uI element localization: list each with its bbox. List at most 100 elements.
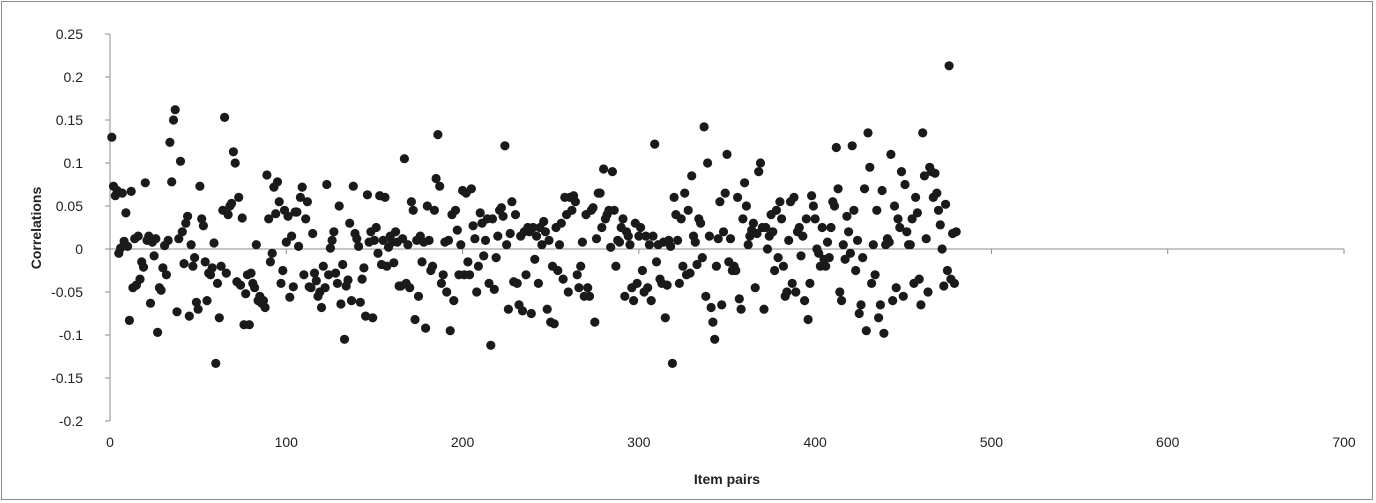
data-point bbox=[450, 205, 461, 215]
data-point bbox=[851, 265, 861, 276]
data-point bbox=[858, 253, 868, 263]
data-point bbox=[542, 304, 552, 314]
data-point bbox=[872, 205, 882, 215]
data-point bbox=[202, 296, 212, 306]
data-point bbox=[553, 265, 563, 276]
data-point bbox=[170, 105, 180, 115]
data-point bbox=[121, 208, 131, 218]
data-point bbox=[487, 214, 498, 224]
data-point bbox=[195, 181, 205, 191]
data-point bbox=[540, 227, 551, 237]
data-point bbox=[870, 270, 880, 280]
x-tick-label: 500 bbox=[980, 434, 1004, 450]
data-point bbox=[528, 222, 538, 233]
data-point bbox=[868, 240, 878, 250]
data-point bbox=[791, 287, 801, 297]
data-point bbox=[421, 323, 431, 333]
data-point bbox=[424, 235, 434, 245]
data-point bbox=[674, 278, 685, 288]
x-axis-label: Item pairs bbox=[694, 471, 760, 487]
data-point bbox=[479, 251, 489, 261]
data-point bbox=[777, 214, 787, 224]
data-point bbox=[609, 205, 619, 215]
data-point bbox=[840, 254, 850, 264]
data-point bbox=[220, 112, 230, 122]
y-axis-label: Correlations bbox=[28, 187, 44, 270]
data-point bbox=[422, 201, 432, 211]
data-point bbox=[251, 240, 261, 250]
data-point bbox=[505, 228, 515, 239]
x-tick-label: 100 bbox=[275, 434, 299, 450]
data-point bbox=[533, 278, 544, 288]
y-tick-label: -0.15 bbox=[51, 370, 83, 386]
y-tick-label: -0.2 bbox=[59, 413, 83, 429]
data-point bbox=[784, 235, 794, 245]
data-point bbox=[618, 214, 628, 224]
data-point bbox=[161, 270, 171, 280]
data-point bbox=[666, 241, 676, 251]
data-point bbox=[431, 173, 441, 184]
data-point bbox=[399, 154, 409, 164]
data-point bbox=[438, 270, 448, 280]
data-point bbox=[692, 259, 702, 270]
data-point bbox=[227, 198, 237, 208]
data-point bbox=[865, 162, 875, 172]
data-point bbox=[433, 130, 443, 140]
data-point bbox=[265, 257, 275, 267]
data-point bbox=[272, 177, 283, 187]
data-point bbox=[644, 240, 655, 250]
y-tick-label: 0 bbox=[75, 241, 83, 257]
data-point bbox=[701, 291, 711, 301]
data-point bbox=[771, 205, 782, 215]
data-point bbox=[212, 278, 223, 288]
data-point bbox=[306, 283, 316, 293]
data-point bbox=[637, 265, 648, 276]
data-point bbox=[722, 149, 732, 159]
data-point bbox=[754, 167, 764, 177]
data-point bbox=[773, 253, 783, 263]
data-point bbox=[156, 285, 166, 295]
data-point bbox=[902, 227, 912, 237]
x-axis-ticks: 0 100 200 300 400 500 600 700 bbox=[106, 249, 1356, 450]
data-point bbox=[588, 203, 598, 213]
x-tick-label: 200 bbox=[451, 434, 475, 450]
data-point bbox=[295, 192, 305, 202]
data-point bbox=[510, 210, 521, 220]
data-point bbox=[539, 216, 549, 227]
data-points bbox=[107, 61, 961, 368]
data-point bbox=[338, 259, 348, 270]
data-point bbox=[821, 261, 831, 271]
data-point bbox=[651, 257, 662, 267]
data-point bbox=[274, 197, 284, 207]
data-point bbox=[532, 231, 542, 241]
data-point bbox=[357, 274, 367, 284]
data-point bbox=[849, 205, 859, 215]
data-point bbox=[738, 214, 748, 224]
data-point bbox=[167, 177, 177, 187]
data-point bbox=[736, 304, 746, 314]
data-point bbox=[301, 214, 311, 224]
data-point bbox=[951, 227, 961, 237]
data-point bbox=[814, 248, 824, 258]
data-point bbox=[521, 270, 531, 280]
data-point bbox=[403, 240, 413, 250]
data-point bbox=[554, 240, 565, 250]
data-point bbox=[197, 214, 207, 224]
data-point bbox=[172, 307, 182, 317]
data-point bbox=[373, 248, 383, 258]
data-point bbox=[311, 276, 321, 286]
data-point bbox=[932, 188, 942, 198]
data-point bbox=[741, 201, 752, 211]
data-point bbox=[186, 240, 196, 250]
data-point bbox=[276, 278, 286, 288]
data-point bbox=[595, 188, 605, 198]
data-point bbox=[512, 278, 522, 288]
data-point bbox=[916, 300, 926, 310]
data-point bbox=[408, 205, 418, 215]
data-point bbox=[599, 164, 609, 174]
data-point bbox=[646, 296, 656, 306]
y-tick-label: 0.1 bbox=[64, 155, 84, 171]
data-point bbox=[473, 261, 483, 271]
data-point bbox=[135, 274, 145, 284]
